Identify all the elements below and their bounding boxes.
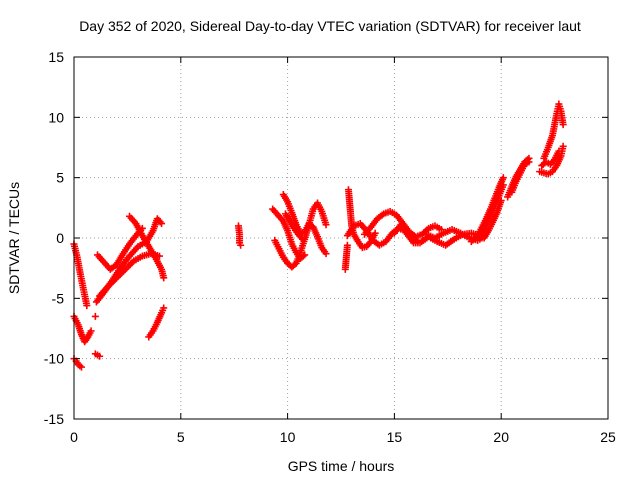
y-tick-label: 10 (48, 109, 64, 125)
data-point (77, 363, 85, 371)
y-tick-labels: -15 -10 -5 0 5 10 15 (44, 49, 64, 427)
data-point (555, 147, 563, 155)
data-point (160, 304, 168, 312)
data-point (497, 197, 505, 205)
axis-ticks (73, 56, 609, 420)
data-point (160, 274, 168, 282)
x-tick-label: 25 (600, 429, 616, 445)
data-point (559, 142, 567, 150)
data-point (371, 229, 379, 237)
data-point (343, 241, 351, 249)
data-points (70, 100, 567, 371)
data-point (87, 327, 95, 335)
data-point (559, 121, 567, 129)
data-point (299, 235, 307, 243)
y-tick-label: 5 (56, 170, 64, 186)
data-point (499, 181, 507, 189)
y-tick-label: 15 (48, 49, 64, 65)
data-point (237, 241, 245, 249)
data-point (96, 352, 104, 360)
x-axis-label: GPS time / hours (288, 458, 395, 474)
y-axis-label: SDTVAR / TECUs (6, 182, 22, 294)
x-tick-label: 0 (70, 429, 78, 445)
y-tick-label: -10 (44, 351, 64, 367)
data-point (158, 220, 166, 228)
data-point (91, 312, 99, 320)
x-tick-label: 5 (177, 429, 185, 445)
x-tick-label: 15 (387, 429, 403, 445)
data-point (83, 302, 91, 310)
data-point (499, 174, 507, 182)
x-tick-label: 20 (493, 429, 509, 445)
chart-title: Day 352 of 2020, Sidereal Day-to-day VTE… (79, 18, 581, 34)
y-tick-label: -15 (44, 411, 64, 427)
y-tick-label: -5 (52, 290, 65, 306)
data-point (525, 158, 533, 166)
y-tick-label: 0 (56, 230, 64, 246)
data-point (322, 250, 330, 258)
x-tick-label: 10 (280, 429, 296, 445)
x-tick-labels: 0 5 10 15 20 25 (70, 429, 616, 445)
data-point (322, 221, 330, 229)
grid-lines (74, 57, 608, 419)
